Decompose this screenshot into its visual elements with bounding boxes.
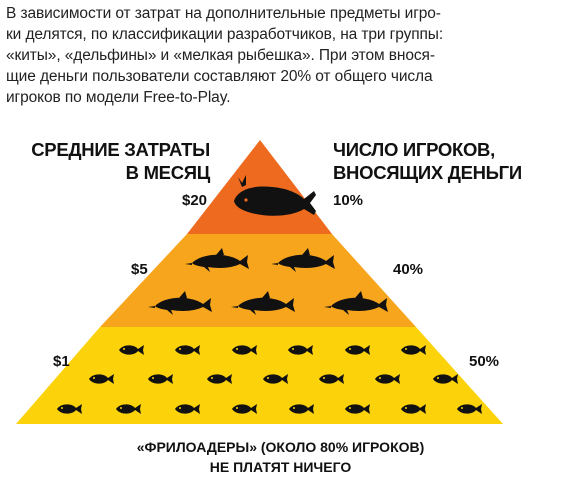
tier-middle-share: 40% <box>393 261 424 278</box>
footer-note: «ФРИЛОАДЕРЫ» (ОКОЛО 80% ИГРОКОВ) НЕ ПЛАТ… <box>0 437 561 477</box>
footer-line: «ФРИЛОАДЕРЫ» (ОКОЛО 80% ИГРОКОВ) <box>136 439 425 455</box>
footer-line: НЕ ПЛАТЯТ НИЧЕГО <box>209 459 352 475</box>
share-header: ЧИСЛО ИГРОКОВ, ВНОСЯЩИХ ДЕНЬГИ <box>333 138 553 184</box>
tier-bottom-spend: $1 <box>53 353 70 370</box>
intro-line: ки делятся, по классификации разработчик… <box>6 26 444 43</box>
spend-header-line: В МЕСЯЦ <box>125 162 211 183</box>
share-header-line: ВНОСЯЩИХ ДЕНЬГИ <box>333 162 522 183</box>
tier-top-share: 10% <box>333 192 364 209</box>
intro-line: щие деньги пользователи составляют 20% о… <box>6 68 433 85</box>
tier-middle <box>100 234 416 327</box>
spend-header: СРЕДНИЕ ЗАТРАТЫ В МЕСЯЦ <box>24 138 210 184</box>
spend-header-line: СРЕДНИЕ ЗАТРАТЫ <box>31 139 210 160</box>
intro-line: В зависимости от затрат на дополнительны… <box>6 5 441 22</box>
tier-middle-spend: $5 <box>131 261 148 278</box>
intro-line: игроков по модели Free-to-Play. <box>6 89 231 106</box>
share-header-line: ЧИСЛО ИГРОКОВ, <box>333 139 495 160</box>
tier-bottom <box>16 327 503 424</box>
intro-text: В зависимости от затрат на дополнительны… <box>6 3 551 108</box>
tier-top-spend: $20 <box>182 192 208 209</box>
intro-line: «киты», «дельфины» и «мелкая рыбешка». П… <box>6 47 435 64</box>
tier-bottom-share: 50% <box>469 353 500 370</box>
